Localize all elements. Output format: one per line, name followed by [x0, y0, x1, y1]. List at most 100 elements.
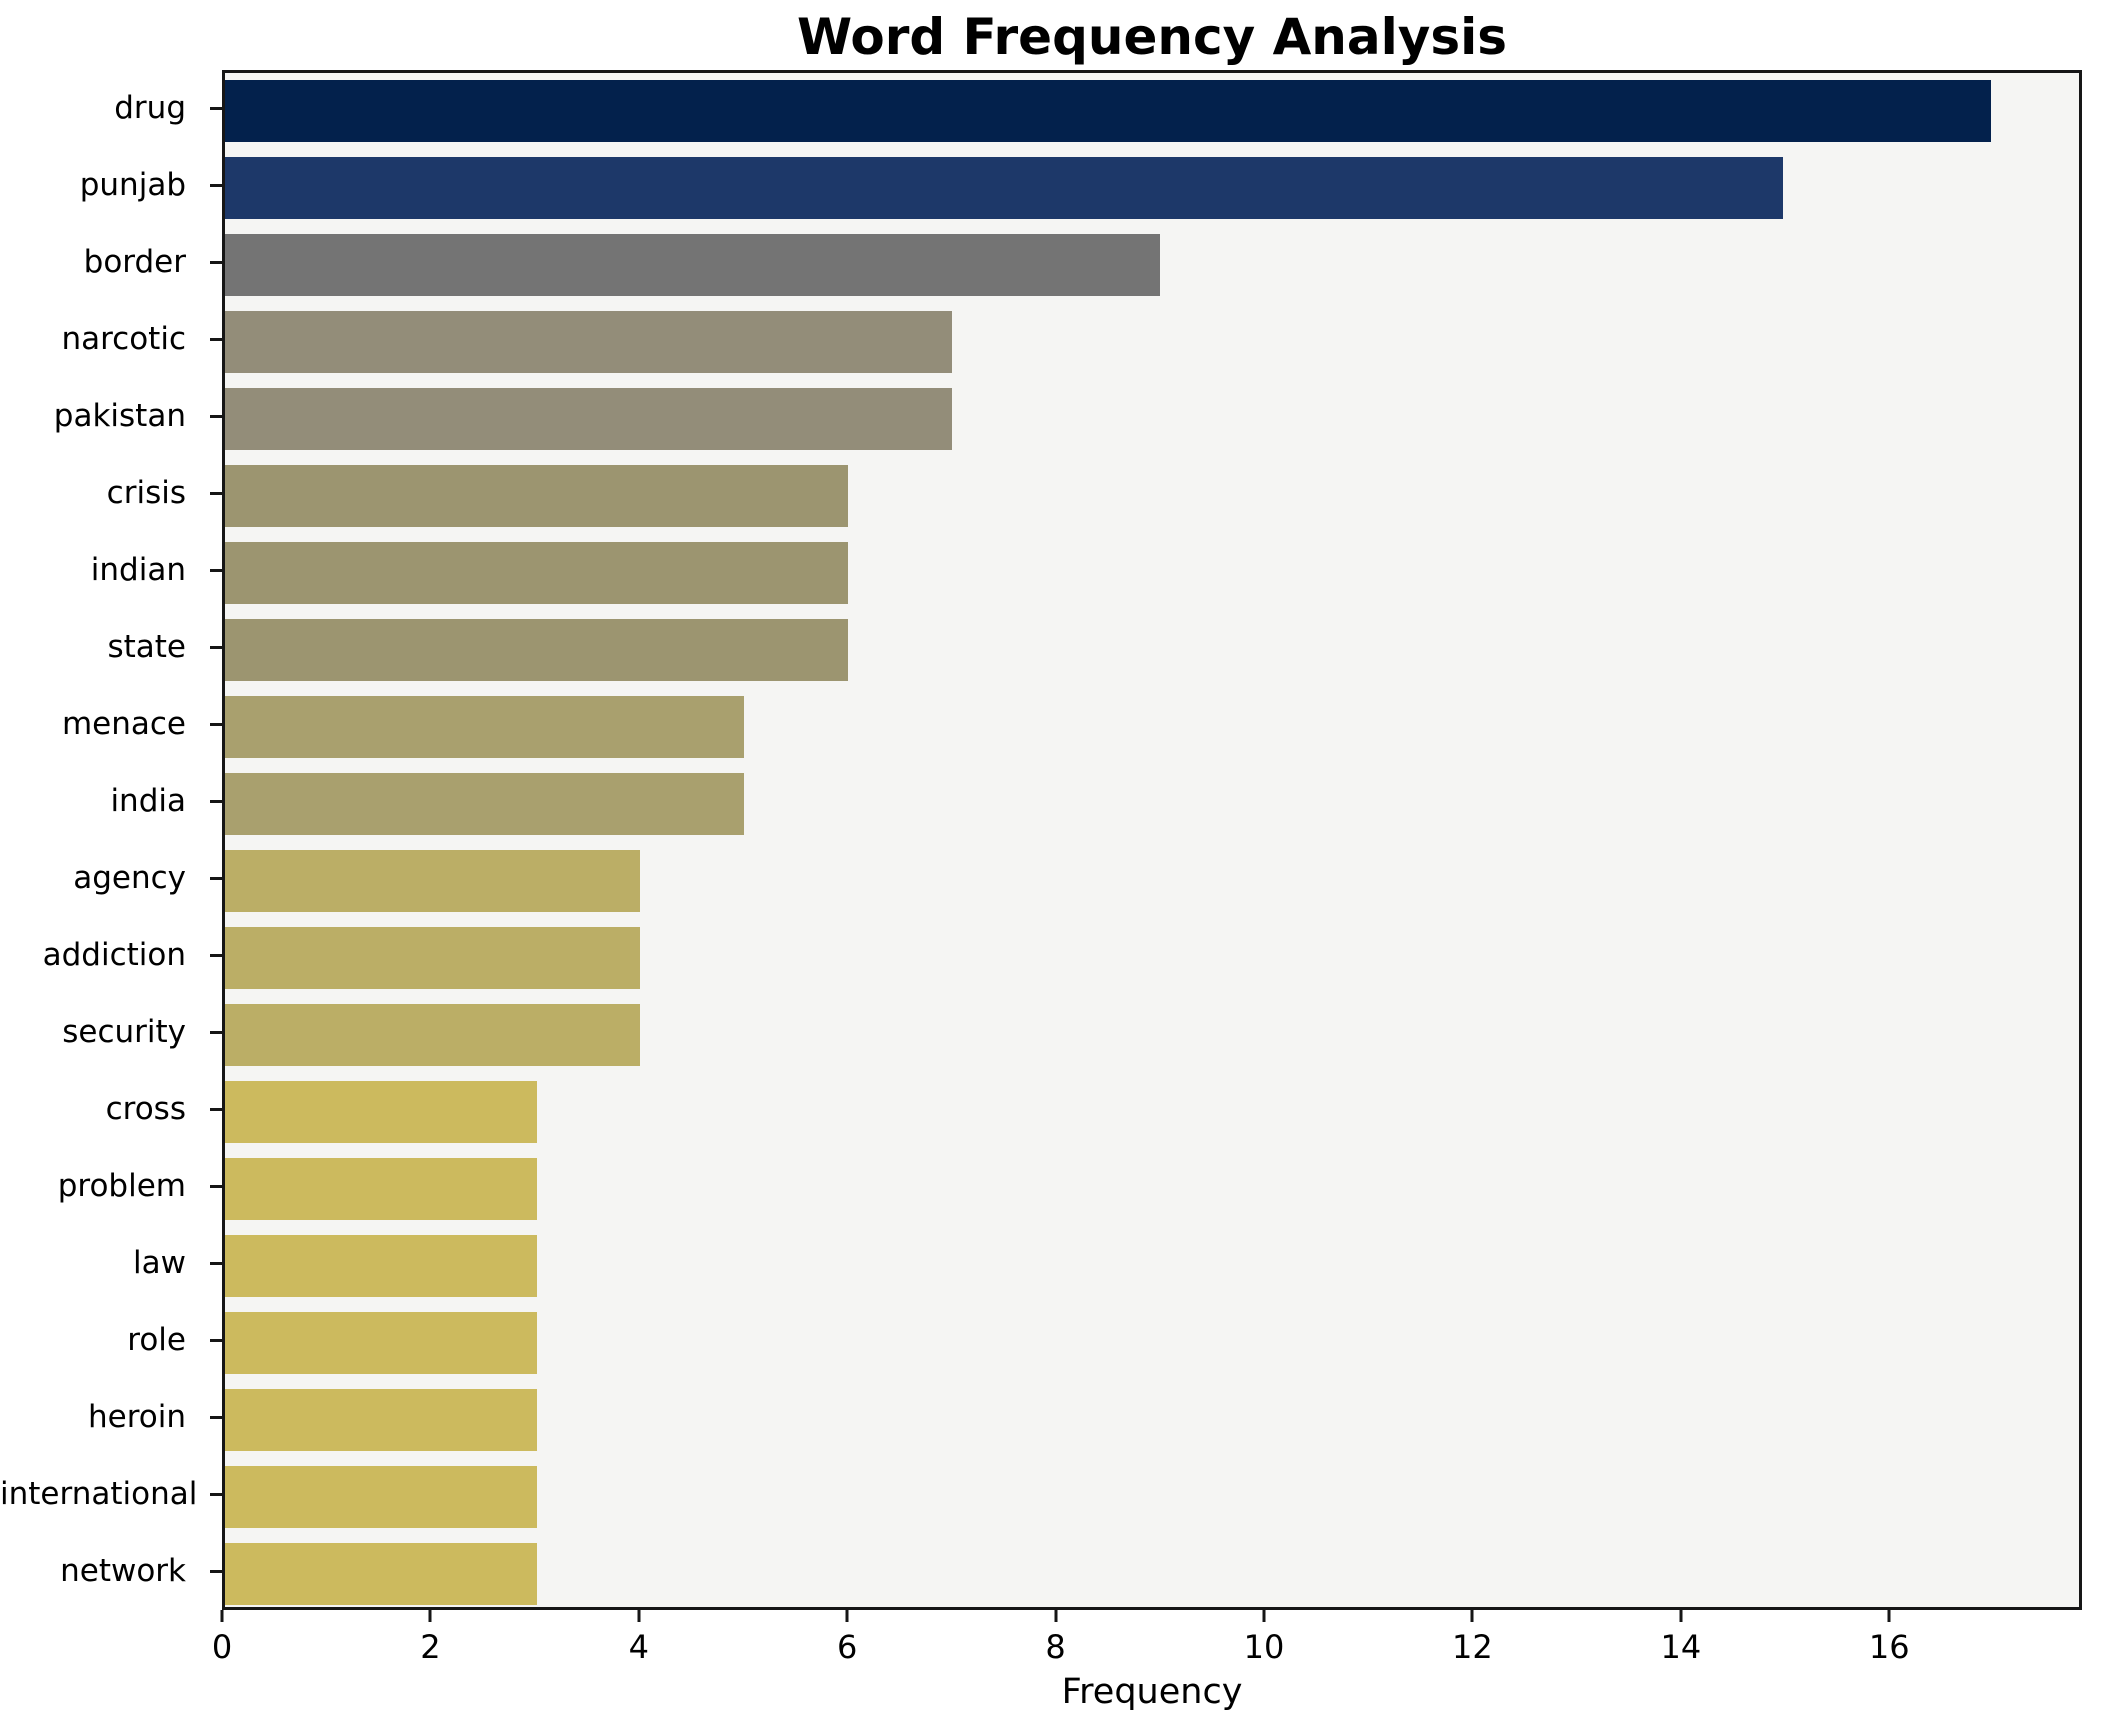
x-axis: 0 2 4 6 8 10 12 14 16 [212, 1610, 2082, 1680]
x-tick-label-6: 6 [837, 1628, 858, 1666]
x-tick-mark [1054, 1610, 1058, 1622]
bar-row-problem [225, 1151, 2079, 1228]
y-tick-label-punjab: punjab [79, 167, 186, 203]
x-tick-label-12: 12 [1452, 1628, 1493, 1666]
y-tick-label-international: international [0, 1476, 198, 1512]
bar-row-role [225, 1305, 2079, 1382]
bar-role [225, 1312, 537, 1374]
y-tick-mark [210, 723, 222, 726]
y-tick-label-narcotic: narcotic [61, 321, 186, 357]
bar-narcotic [225, 311, 953, 373]
y-tick-label-cross: cross [105, 1091, 186, 1127]
x-tick-mark [845, 1610, 849, 1622]
bar-indian [225, 542, 849, 604]
bar-row-menace [225, 689, 2079, 766]
x-tick-mark [1262, 1610, 1266, 1622]
bar-row-agency [225, 843, 2079, 920]
x-tick-mark [1470, 1610, 1474, 1622]
y-tick-label-menace: menace [61, 706, 186, 742]
y-tick-label-crisis: crisis [106, 475, 186, 511]
y-tick-mark [210, 184, 222, 187]
y-tick-label-problem: problem [57, 1168, 186, 1204]
bar-row-india [225, 766, 2079, 843]
y-tick-mark [210, 1185, 222, 1188]
bar-drug [225, 80, 1991, 142]
x-tick-label-2: 2 [420, 1628, 441, 1666]
bar-cross [225, 1081, 537, 1143]
x-tick-label-4: 4 [628, 1628, 649, 1666]
bar-row-punjab [225, 150, 2079, 227]
y-tick-mark [210, 877, 222, 880]
bar-border [225, 234, 1160, 296]
bar-row-narcotic [225, 304, 2079, 381]
y-tick-mark [210, 107, 222, 110]
y-tick-mark [210, 261, 222, 264]
y-tick-label-network: network [60, 1553, 186, 1589]
chart-title: Word Frequency Analysis [796, 8, 1508, 66]
bar-row-heroin [225, 1382, 2079, 1459]
bar-row-pakistan [225, 381, 2079, 458]
bar-row-network [225, 1536, 2079, 1613]
y-tick-mark [210, 415, 222, 418]
y-tick-mark [210, 646, 222, 649]
y-tick-mark [210, 1339, 222, 1342]
x-tick-label-0: 0 [211, 1628, 233, 1666]
y-tick-label-agency: agency [73, 860, 186, 896]
x-tick-label-10: 10 [1243, 1628, 1285, 1666]
bar-row-addiction [225, 920, 2079, 997]
x-tick-mark [220, 1610, 224, 1622]
bar-row-drug [225, 73, 2079, 150]
x-tick-mark [1887, 1610, 1891, 1622]
x-axis-label: Frequency [1061, 1672, 1243, 1712]
bar-network [225, 1543, 537, 1605]
y-tick-mark [210, 492, 222, 495]
y-tick-label-law: law [133, 1245, 186, 1281]
bar-punjab [225, 157, 1783, 219]
y-tick-mark [210, 1108, 222, 1111]
bar-heroin [225, 1389, 537, 1451]
y-tick-label-pakistan: pakistan [53, 398, 186, 434]
y-tick-mark [210, 1031, 222, 1034]
y-tick-label-addiction: addiction [42, 937, 186, 973]
bar-india [225, 773, 745, 835]
x-tick-label-8: 8 [1045, 1628, 1066, 1666]
bar-international [225, 1466, 537, 1528]
bar-crisis [225, 465, 849, 527]
y-tick-mark [210, 1493, 222, 1496]
y-tick-label-security: security [62, 1014, 186, 1050]
bar-row-cross [225, 1074, 2079, 1151]
bar-security [225, 1004, 641, 1066]
y-axis: drug punjab border narcotic pakistan crisis in… [0, 70, 222, 1610]
y-tick-mark [210, 338, 222, 341]
x-tick-label-16: 16 [1868, 1628, 1910, 1666]
y-tick-label-role: role [127, 1322, 186, 1358]
bar-row-state [225, 612, 2079, 689]
bar-state [225, 619, 849, 681]
y-tick-label-drug: drug [114, 90, 186, 126]
y-tick-mark [210, 1262, 222, 1265]
y-tick-label-india: india [110, 783, 186, 819]
y-tick-label-heroin: heroin [87, 1399, 186, 1435]
bar-row-indian [225, 535, 2079, 612]
x-tick-label-14: 14 [1660, 1628, 1702, 1666]
y-tick-mark [210, 800, 222, 803]
bar-row-security [225, 997, 2079, 1074]
bar-row-crisis [225, 458, 2079, 535]
bar-pakistan [225, 388, 953, 450]
x-tick-mark [1679, 1610, 1683, 1622]
y-tick-label-border: border [83, 244, 186, 280]
y-tick-mark [210, 954, 222, 957]
y-tick-label-indian: indian [90, 552, 186, 588]
bar-addiction [225, 927, 641, 989]
bar-menace [225, 696, 745, 758]
x-tick-mark [637, 1610, 641, 1622]
bar-row-law [225, 1228, 2079, 1305]
bar-row-international [225, 1459, 2079, 1536]
y-tick-mark [210, 569, 222, 572]
bar-agency [225, 850, 641, 912]
x-tick-mark [428, 1610, 432, 1622]
bar-problem [225, 1158, 537, 1220]
y-tick-mark [210, 1416, 222, 1419]
y-tick-mark [210, 1570, 222, 1573]
bar-law [225, 1235, 537, 1297]
